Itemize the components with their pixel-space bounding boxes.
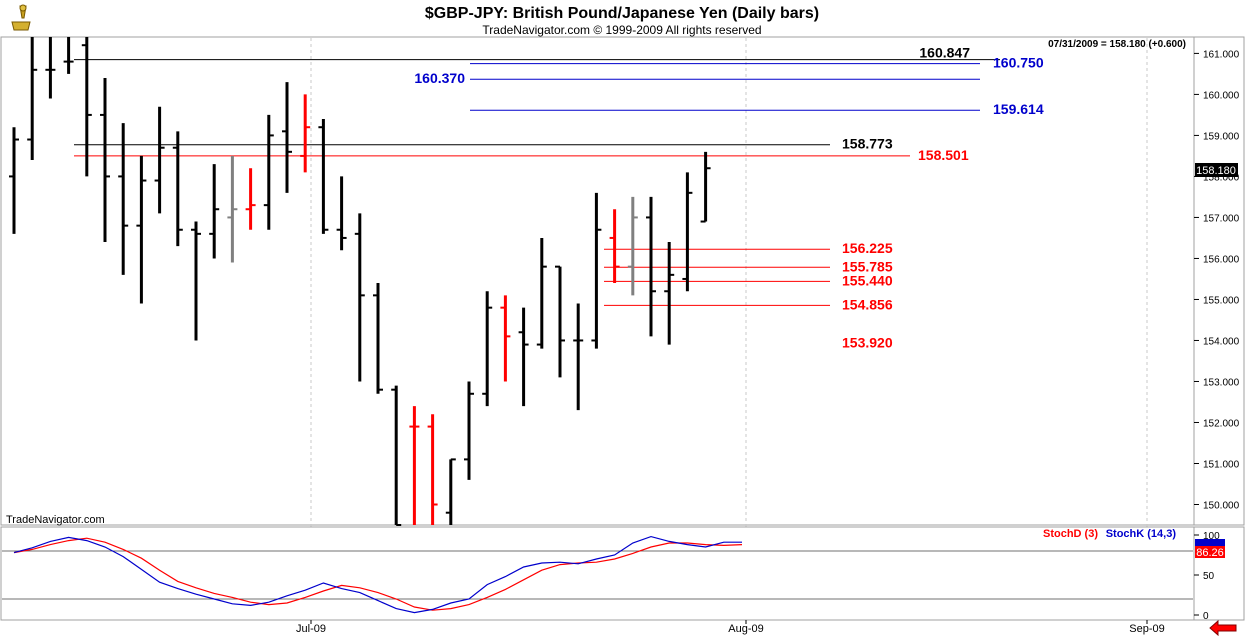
ohlc-bar [318,119,329,234]
stochastic-panel[interactable] [0,526,1195,621]
price-tick-label: 159.000 [1203,131,1240,142]
ohlc-bar [191,221,201,341]
header-bar [0,0,1245,37]
ohlc-bar [227,155,238,263]
legend-stochK: StochK (14,3) [1106,528,1177,540]
stochastic-lines [2,535,1193,614]
chart-title: $GBP-JPY: British Pound/Japanese Yen (Da… [425,5,819,22]
price-tick-label: 158.000 [1203,172,1240,183]
ohlc-bar [136,155,147,304]
ohlc-bar [682,172,693,292]
ohlc-bar [500,295,511,382]
trophy-icon[interactable] [4,2,36,34]
ohlc-bar [354,213,365,382]
stochastic-axis-ticks: 0 50 100 [1194,531,1220,622]
price-tick-label: 150.000 [1203,500,1240,511]
price-tick-label: 154.000 [1203,336,1240,347]
copyright-text: TradeNavigator.com © 1999-2009 All right… [482,23,761,37]
stoch-tick-label: 50 [1203,571,1215,582]
date-label: Sep-09 [1129,623,1164,635]
stochD-line [13,537,743,611]
level-label: 158.501 [918,147,969,163]
price-tick-label: 156.000 [1203,254,1240,265]
ohlc-bar [536,237,547,349]
ohlc-bar [664,242,675,345]
ohlc-bar [118,123,129,275]
level-label: 159.614 [993,101,1044,117]
ohlc-bar [627,196,638,296]
date-axis: Jul-09 Aug-09 Sep-09 [296,620,1165,635]
stoch-tick-label: 0 [1203,611,1209,622]
ohlc-bar [300,94,311,173]
level-label: 155.785 [842,258,893,274]
price-tick-label: 157.000 [1203,213,1240,224]
ohlc-bar [263,114,274,230]
price-tick-label: 155.000 [1203,295,1240,306]
level-label: 158.773 [842,136,893,152]
ohlc-bar [391,385,402,526]
date-label: Aug-09 [728,623,763,635]
watermark: TradeNavigator.com [6,514,105,526]
scroll-left-arrow-icon[interactable] [1209,619,1237,637]
ohlc-bar [609,209,620,284]
svg-text:86.26: 86.26 [1196,547,1224,559]
ohlc-bar [445,458,456,525]
level-label: 155.440 [842,272,893,288]
svg-text:158.180: 158.180 [1196,165,1236,177]
ohlc-bar [336,176,347,251]
ohlc-bar [81,37,92,177]
ohlc-bar [555,265,565,378]
ohlc-bar [100,78,110,243]
price-tick-label: 152.000 [1203,418,1240,429]
ohlc-bar [45,37,56,99]
ohlc-bar [700,151,711,223]
level-label: 160.847 [919,45,970,61]
level-label: 160.370 [414,70,465,86]
ohlc-bar [573,303,584,411]
ohlc-bar [172,131,183,247]
ohlc-bar [591,192,602,349]
ohlc-bar [482,291,493,407]
legend-stochD: StochD (3) [1043,528,1098,540]
ohlc-bar [9,127,19,234]
price-axis-ticks: 150.000 151.000 152.000 153.000 154.000 155.0… [1194,49,1240,511]
level-label: 153.920 [842,335,893,351]
level-label: 154.856 [842,296,893,312]
ohlc-bar [518,307,529,407]
last-quote: 07/31/2009 = 158.180 (+0.600) [1048,39,1186,50]
last-price-tag: 158.180 [1195,163,1238,177]
ohlc-bar [409,406,420,525]
stoch-tick-label: 100 [1203,531,1220,542]
ohlc-bar [464,381,474,480]
price-bars [9,37,711,526]
ohlc-bar [245,168,256,230]
stoch-value-tag: 86.26 [1195,539,1225,559]
ohlc-bar [27,37,38,161]
ohlc-bar [63,37,74,74]
level-label: 156.225 [842,240,893,256]
ohlc-bar [373,283,383,394]
price-axis[interactable] [1193,36,1245,526]
level-lines: 160.847 160.750 160.370 159.614 158.773 158.5… [74,45,1044,351]
price-tick-label: 151.000 [1203,459,1240,470]
price-tick-label: 161.000 [1203,49,1240,60]
ohlc-bar [646,196,656,337]
ohlc-bar [282,82,292,193]
stochK-line [13,535,742,614]
vertical-gridlines [310,38,1148,618]
ohlc-bar [209,164,220,259]
ohlc-bar [427,414,438,525]
level-label: 160.750 [993,55,1044,71]
date-label: Jul-09 [296,623,326,635]
ohlc-bar [154,106,165,214]
price-tick-label: 153.000 [1203,377,1240,388]
price-tick-label: 160.000 [1203,90,1240,101]
